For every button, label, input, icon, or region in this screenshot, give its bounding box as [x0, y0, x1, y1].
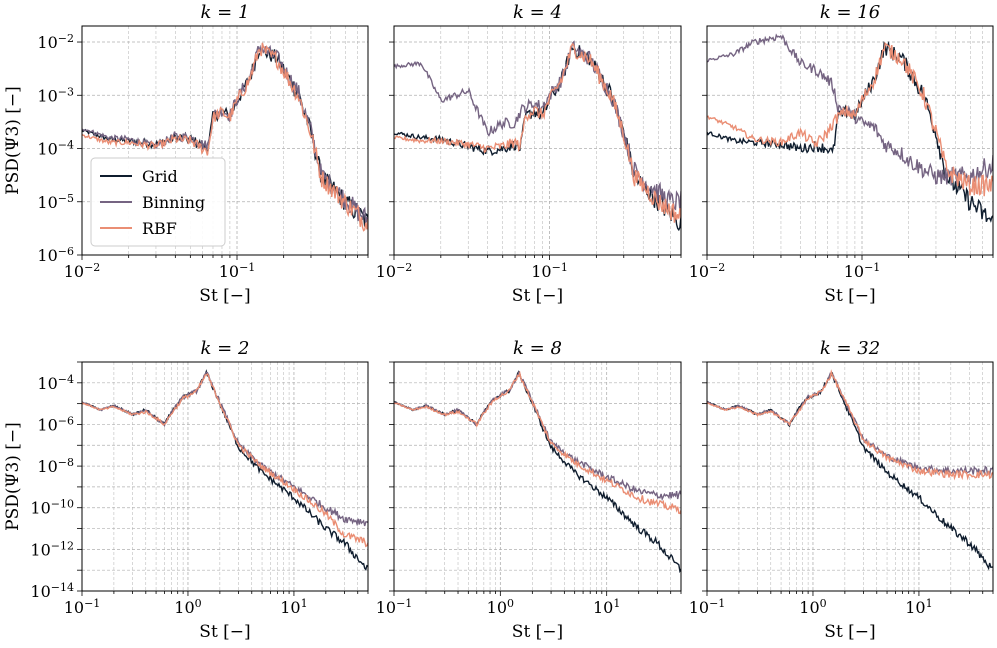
panel-title: k = 32: [820, 338, 880, 359]
x-axis-label: St [−]: [199, 622, 250, 642]
series-line-binning: [707, 33, 993, 186]
y-axis-label: PSD(Ψ3) [−]: [3, 422, 23, 531]
series-line-rbf: [394, 370, 681, 515]
series-line-binning: [82, 371, 368, 527]
panel-3: k = 16 10−2 10−1 St [−]: [689, 2, 994, 306]
y-tick-label: 10−4: [37, 138, 74, 159]
y-tick-label: 10−12: [30, 539, 74, 560]
panel-6: k = 32 10−1 100 101 St [−]: [689, 338, 994, 642]
legend-label-binning: Binning: [142, 193, 205, 212]
axes-frame: [393, 25, 682, 256]
series-line-binning: [394, 370, 681, 502]
axes-frame: [393, 361, 682, 592]
series-line-rbf: [707, 42, 993, 197]
x-axis-label: St [−]: [824, 622, 875, 642]
x-tick-label: 10−1: [64, 597, 101, 618]
x-tick-label: 10−2: [64, 261, 101, 282]
series-line-binning: [82, 44, 368, 228]
x-tick-label: 10−1: [844, 261, 881, 282]
y-tick-label: 10−10: [30, 497, 74, 518]
axes-frame: [81, 25, 369, 256]
panel-4: k = 2 10−1 100 101 10−14 10−12 10−10 10−8 10−6 10…: [3, 338, 369, 642]
series-line-binning: [394, 40, 681, 211]
y-tick-label: 10−2: [37, 32, 74, 53]
axes-frame: [81, 361, 369, 592]
x-tick-label: 10−2: [376, 261, 413, 282]
series-line-rbf: [82, 42, 368, 232]
x-tick-label: 10−1: [689, 597, 726, 618]
series-line-binning: [707, 372, 993, 477]
panel-title: k = 16: [820, 2, 880, 23]
axes-frame: [706, 25, 994, 256]
y-tick-label: 10−4: [37, 372, 74, 393]
x-tick-label: 10−1: [531, 261, 568, 282]
y-axis-label: PSD(Ψ3) [−]: [3, 86, 23, 195]
legend-label-rbf: RBF: [142, 219, 177, 238]
y-tick-label: 10−3: [37, 85, 74, 106]
series-line-grid: [394, 370, 681, 574]
series-line-grid: [707, 41, 993, 223]
legend-box: [90, 157, 226, 247]
y-tick-label: 10−14: [30, 581, 74, 602]
y-tick-label: 10−6: [37, 245, 74, 266]
y-tick-label: 10−8: [37, 456, 74, 477]
series-line-grid: [707, 371, 993, 571]
x-tick-label: 101: [593, 597, 620, 618]
y-tick-label: 10−6: [37, 414, 74, 435]
y-tick-label: 10−5: [37, 191, 74, 212]
x-axis-label: St [−]: [512, 622, 563, 642]
series-line-rbf: [394, 42, 681, 223]
panel-5: k = 8 10−1 100 101 St [−]: [376, 338, 682, 642]
legend-label-grid: Grid: [142, 167, 178, 186]
legend: Grid Binning RBF: [90, 157, 226, 247]
x-tick-label: 100: [799, 597, 826, 618]
panel-1: k = 1 10−2 10−1 10−6 10−5 10−4 10−3 10−2 St [−] P…: [3, 2, 369, 306]
axes-frame: [706, 361, 994, 592]
x-tick-label: 101: [280, 597, 307, 618]
x-axis-label: St [−]: [512, 286, 563, 306]
panel-title: k = 8: [513, 338, 562, 359]
x-tick-label: 10−2: [689, 261, 726, 282]
series-line-grid: [394, 45, 681, 232]
series-line-rbf: [707, 369, 993, 481]
series-line-rbf: [82, 373, 368, 548]
series-line-grid: [82, 369, 368, 571]
x-tick-label: 10−1: [376, 597, 413, 618]
x-tick-label: 10−1: [219, 261, 256, 282]
panel-title: k = 4: [513, 2, 562, 23]
x-tick-label: 100: [487, 597, 514, 618]
x-tick-label: 101: [905, 597, 932, 618]
panel-title: k = 2: [201, 338, 250, 359]
x-tick-label: 100: [174, 597, 201, 618]
x-axis-label: St [−]: [824, 286, 875, 306]
panel-2: k = 4 10−2 10−1 St [−]: [376, 2, 682, 306]
x-axis-label: St [−]: [199, 286, 250, 306]
panel-title: k = 1: [201, 2, 250, 23]
